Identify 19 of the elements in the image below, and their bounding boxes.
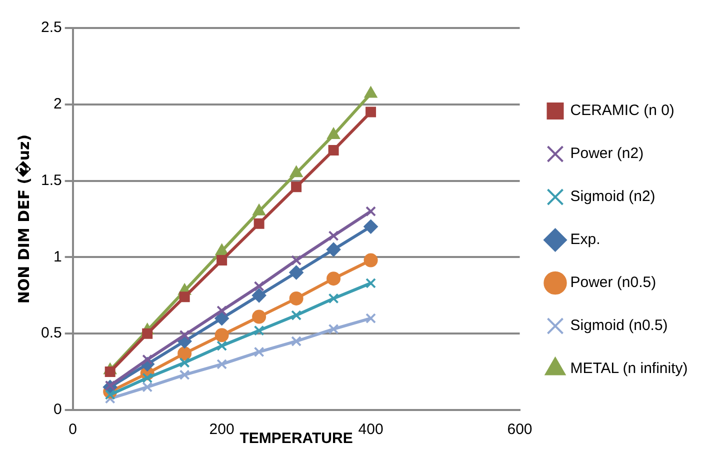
y-tick-label: 1 <box>54 248 62 266</box>
y-axis-title: NON DIM DEF (�uz) <box>14 134 33 304</box>
legend-label: Power (n2) <box>570 145 644 162</box>
x-tick-label: 600 <box>507 421 532 438</box>
x-axis-title: TEMPERATURE <box>240 430 353 448</box>
legend-label: METAL (n infinity) <box>570 360 688 378</box>
legend-label: Sigmoid (n0.5) <box>570 317 668 334</box>
legend-label: Sigmoid (n2) <box>570 188 656 206</box>
x-tick-label: 400 <box>358 421 384 438</box>
x-tick-label: 200 <box>209 421 234 438</box>
legend-label: CERAMIC (n 0) <box>570 102 674 120</box>
y-tick-label: 2 <box>54 96 62 113</box>
y-tick-label: 0 <box>54 401 62 418</box>
y-tick-label: 2.5 <box>40 19 62 36</box>
x-tick-label: 0 <box>68 421 78 438</box>
legend-label: Exp. <box>570 231 600 248</box>
y-tick-label: 0.5 <box>40 324 62 342</box>
legend-label: Power (n0.5) <box>570 274 656 292</box>
y-tick-label: 1.5 <box>40 172 62 189</box>
